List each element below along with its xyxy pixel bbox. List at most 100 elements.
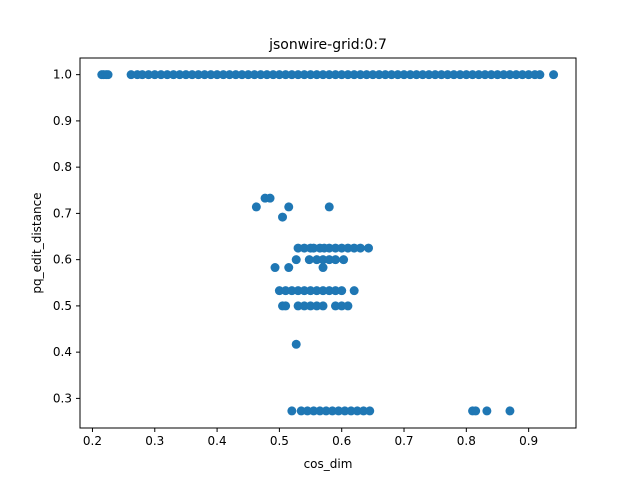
data-point	[468, 70, 478, 80]
data-point	[374, 70, 384, 80]
data-point	[187, 70, 197, 80]
x-tick-label: 0.8	[457, 434, 476, 448]
data-point	[306, 286, 316, 296]
data-point	[309, 243, 319, 253]
data-point	[274, 70, 284, 80]
data-point	[312, 70, 322, 80]
y-tick-label: 0.6	[53, 253, 72, 267]
data-point	[399, 70, 409, 80]
x-tick-label: 0.5	[270, 434, 289, 448]
data-point	[181, 70, 191, 80]
y-axis-label: pq_edit_distance	[30, 192, 44, 293]
data-point	[302, 406, 312, 416]
x-tick-label: 0.2	[83, 434, 102, 448]
data-point	[312, 286, 322, 296]
data-point	[349, 243, 359, 253]
data-point	[330, 70, 340, 80]
data-point	[126, 70, 136, 80]
data-point	[505, 70, 515, 80]
data-point	[312, 301, 322, 311]
data-point	[318, 263, 328, 273]
data-point	[251, 202, 261, 212]
data-point	[278, 212, 288, 222]
x-axis-label: cos_dim	[304, 457, 353, 471]
data-point	[337, 70, 347, 80]
x-axis-ticks: 0.2 0.3 0.4 0.5 0.6 0.7 0.8 0.9	[83, 428, 538, 448]
data-point	[237, 70, 247, 80]
data-point	[274, 286, 284, 296]
y-tick-label: 0.8	[53, 160, 72, 174]
data-point	[299, 286, 309, 296]
data-point	[330, 286, 340, 296]
data-point	[324, 202, 334, 212]
data-point	[330, 243, 340, 253]
data-point	[359, 406, 369, 416]
data-point	[304, 255, 314, 265]
data-point	[318, 255, 328, 265]
data-point	[443, 70, 453, 80]
data-point	[352, 406, 362, 416]
data-point	[355, 243, 365, 253]
data-point	[480, 70, 490, 80]
data-point	[330, 301, 340, 311]
data-point	[309, 406, 319, 416]
data-point	[343, 243, 353, 253]
data-point	[430, 70, 440, 80]
data-point	[474, 70, 484, 80]
data-point	[449, 70, 459, 80]
data-point	[471, 406, 481, 416]
data-points	[97, 70, 559, 416]
data-point	[337, 301, 347, 311]
data-point	[287, 286, 297, 296]
data-point	[156, 70, 166, 80]
data-point	[299, 243, 309, 253]
data-point	[168, 70, 178, 80]
data-point	[517, 70, 527, 80]
data-point	[268, 70, 278, 80]
data-point	[293, 70, 303, 80]
data-point	[346, 406, 356, 416]
data-point	[193, 70, 203, 80]
data-point	[299, 70, 309, 80]
data-point	[265, 193, 275, 203]
data-point	[144, 70, 154, 80]
data-point	[337, 243, 347, 253]
data-point	[200, 70, 210, 80]
y-tick-label: 0.4	[53, 345, 72, 359]
y-tick-label: 0.3	[53, 391, 72, 405]
data-point	[299, 301, 309, 311]
data-point	[362, 70, 372, 80]
data-point	[327, 406, 337, 416]
data-point	[324, 255, 334, 265]
data-point	[340, 406, 350, 416]
data-point	[364, 243, 373, 253]
data-point	[291, 339, 301, 349]
data-point	[393, 70, 403, 80]
y-tick-label: 0.9	[53, 114, 72, 128]
data-point	[418, 70, 428, 80]
data-point	[293, 301, 303, 311]
data-point	[293, 243, 303, 253]
data-point	[455, 70, 465, 80]
data-point	[321, 406, 331, 416]
data-point	[365, 406, 375, 416]
data-point	[330, 255, 340, 265]
data-point	[231, 70, 241, 80]
data-point	[296, 406, 306, 416]
data-point	[306, 70, 316, 80]
x-tick-label: 0.6	[332, 434, 351, 448]
data-point	[315, 406, 325, 416]
data-point	[486, 70, 496, 80]
data-point	[318, 70, 328, 80]
data-point	[405, 70, 415, 80]
y-tick-label: 0.7	[53, 206, 72, 220]
data-point	[256, 70, 266, 80]
data-point	[306, 301, 316, 311]
data-point	[343, 301, 353, 311]
data-point	[270, 263, 280, 273]
data-point	[212, 70, 222, 80]
data-point	[535, 70, 545, 80]
data-point	[137, 70, 147, 80]
data-point	[103, 70, 113, 80]
data-point	[482, 406, 492, 416]
